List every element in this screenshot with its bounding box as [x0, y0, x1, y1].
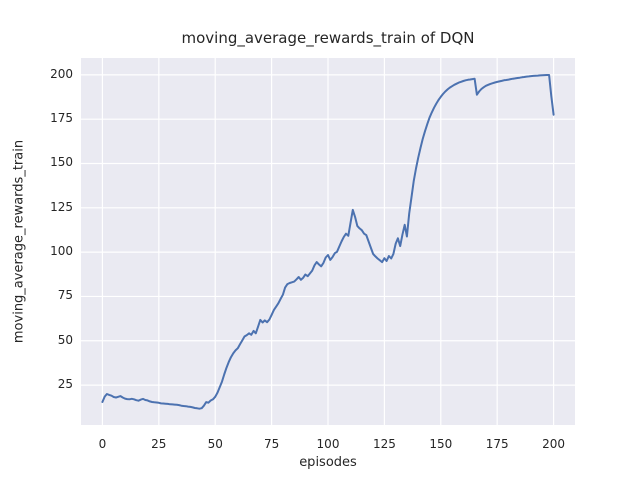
x-tick-label: 0 [98, 437, 107, 451]
x-tick-label: 100 [316, 437, 340, 451]
y-tick-label: 100 [50, 244, 73, 259]
x-tick-label: 175 [485, 437, 509, 451]
y-tick-label: 50 [57, 332, 73, 347]
y-tick-label: 75 [57, 288, 73, 303]
y-tick-label: 200 [50, 66, 73, 81]
x-tick-label: 75 [263, 437, 280, 451]
y-tick-label: 175 [50, 111, 73, 126]
x-tick-label: 200 [542, 437, 566, 451]
x-tick-label: 125 [372, 437, 396, 451]
x-tick-label: 50 [207, 437, 223, 451]
chart-svg [81, 58, 575, 425]
series-line-moving_average_rewards_train [101, 74, 555, 410]
y-tick-label: 150 [50, 155, 73, 170]
x-tick-label: 25 [151, 437, 167, 451]
y-tick-label: 25 [57, 377, 73, 392]
x-tick-label: 150 [429, 437, 453, 451]
plot-area [81, 58, 575, 425]
chart-title: moving_average_rewards_train of DQN [181, 29, 475, 47]
x-axis-label: episodes [299, 455, 357, 470]
y-tick-label: 125 [50, 199, 73, 214]
